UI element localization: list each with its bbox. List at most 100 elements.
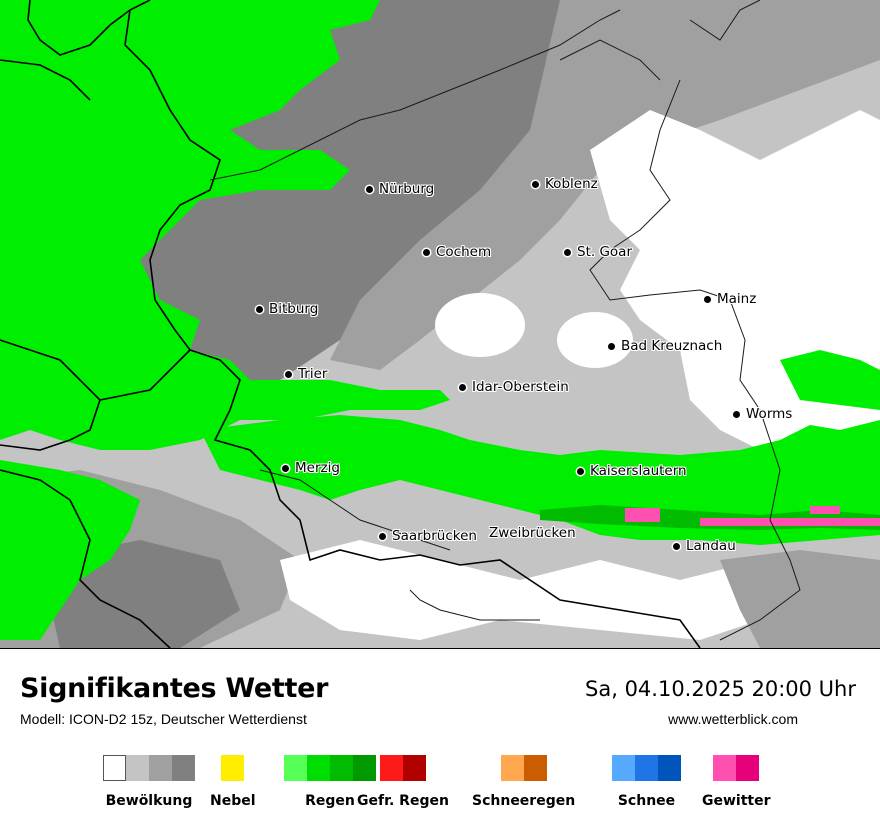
cloud-medium-pfalz (720, 550, 880, 648)
city-label: Bitburg (269, 301, 319, 317)
legend-gewitter: Gewitter (702, 755, 771, 809)
rain-east-patch (780, 350, 880, 410)
city-marker-bad-kreuznach: Bad Kreuznach (608, 338, 722, 354)
thunderstorm-streak-2 (700, 518, 880, 526)
legend-label: Gefr. Regen (357, 793, 449, 809)
border-rlp-hesse-bw (589, 79, 801, 641)
legend-swatch (713, 755, 737, 781)
city-marker-saarbruecken: Saarbrücken (379, 528, 477, 544)
legend-swatch (330, 755, 353, 781)
border-be-nl (27, 0, 151, 56)
legend-swatch (402, 755, 426, 781)
border-rlp-hesse-north (689, 0, 761, 41)
legend-label: Bewölkung (105, 793, 193, 809)
city-label: Idar-Oberstein (472, 379, 569, 395)
legend-swatch (353, 755, 376, 781)
city-marker-trier: Trier (285, 366, 327, 382)
city-marker-bitburg: Bitburg (256, 301, 318, 317)
rain-southwest (0, 460, 140, 640)
legend-swatch (221, 755, 245, 781)
website-link[interactable]: www.wetterblick.com (668, 711, 798, 727)
legend-bewoelkung: Bewölkung (103, 755, 195, 809)
legend-swatch (172, 755, 195, 781)
city-marker-worms: Worms (733, 406, 792, 422)
city-label: Zweibrücken (489, 525, 576, 541)
city-dot (366, 185, 373, 193)
city-dot (282, 464, 289, 472)
legend-label: Schneeregen (472, 793, 576, 809)
legend-swatches (103, 755, 195, 781)
legend-swatch (612, 755, 635, 781)
city-marker-idar-oberstein: Idar-Oberstein (459, 379, 569, 395)
legend-gefr-regen: Gefr. Regen (357, 755, 449, 809)
city-marker-cochem: Cochem (423, 244, 491, 260)
city-dot (733, 410, 740, 418)
thunderstorm-streak-3 (810, 506, 840, 514)
border-de-fr-lu (124, 9, 701, 648)
legend-swatch (149, 755, 172, 781)
city-marker-merzig: Merzig (282, 460, 340, 476)
city-marker-st-goar: St. Goar (564, 244, 632, 260)
legend-swatches (221, 755, 245, 781)
rain-northwest (0, 0, 450, 450)
footer: Signifikantes Wetter Modell: ICON-D2 15z… (0, 648, 880, 831)
city-label: Nürburg (379, 181, 435, 197)
page-title: Signifikantes Wetter (20, 673, 329, 704)
legend-swatch (736, 755, 760, 781)
city-label: Saarbrücken (392, 528, 477, 544)
legend-label: Regen (305, 793, 355, 809)
city-dot (256, 305, 263, 313)
city-label: St. Goar (577, 244, 632, 260)
state-borders (209, 0, 801, 641)
city-dot (532, 180, 539, 188)
legend-label: Gewitter (702, 793, 771, 809)
city-dot (285, 370, 292, 378)
map-canvas (0, 0, 880, 648)
legend-swatches (713, 755, 760, 781)
city-dot (379, 532, 386, 540)
legend-swatch (284, 755, 307, 781)
city-label: Kaiserslautern (590, 463, 687, 479)
city-label: Merzig (295, 460, 340, 476)
city-marker-mainz: Mainz (704, 291, 756, 307)
border-saarland (259, 469, 451, 551)
city-label: Koblenz (545, 176, 598, 192)
border-lu-south (99, 349, 191, 401)
city-label: Worms (746, 406, 793, 422)
city-dot (673, 542, 680, 550)
legend-nebel: Nebel (210, 755, 256, 809)
city-label: Bad Kreuznach (621, 338, 723, 354)
legend-regen: Regen (284, 755, 376, 809)
border-rhine-north (559, 39, 661, 81)
border-west (0, 59, 91, 101)
legend-label: Nebel (210, 793, 256, 809)
border-south-detail (409, 589, 540, 621)
legend-swatch (658, 755, 681, 781)
city-marker-koblenz: Koblenz (532, 176, 598, 192)
border-rlp-nrw (209, 9, 621, 181)
city-dot (577, 467, 584, 475)
national-borders (0, 0, 701, 648)
thunderstorm-streak-1 (625, 508, 660, 522)
border-sw (0, 469, 171, 648)
city-marker-kaiserslautern: Kaiserslautern (577, 463, 687, 479)
city-label: Mainz (717, 291, 757, 307)
city-dot (704, 295, 711, 303)
legend-swatch (103, 755, 126, 781)
weather-map: Nürburg Koblenz Cochem St. Goar Mainz Bi… (0, 0, 880, 648)
legend-swatches (284, 755, 376, 781)
city-label: Landau (686, 538, 736, 554)
forecast-datetime: Sa, 04.10.2025 20:00 Uhr (585, 677, 856, 701)
city-dot (423, 248, 430, 256)
legend-swatch (523, 755, 547, 781)
legend-swatch (126, 755, 149, 781)
city-dot (608, 342, 615, 350)
legend-swatches (500, 755, 547, 781)
cloud-medium-region (330, 0, 880, 370)
legend-schneeregen: Schneeregen (472, 755, 575, 809)
legend-swatch (379, 755, 403, 781)
model-info: Modell: ICON-D2 15z, Deutscher Wetterdie… (20, 711, 307, 727)
city-marker-zweibruecken: Zweibrücken (489, 525, 576, 541)
legend-schnee: Schnee (612, 755, 681, 809)
city-label: Trier (298, 366, 328, 382)
